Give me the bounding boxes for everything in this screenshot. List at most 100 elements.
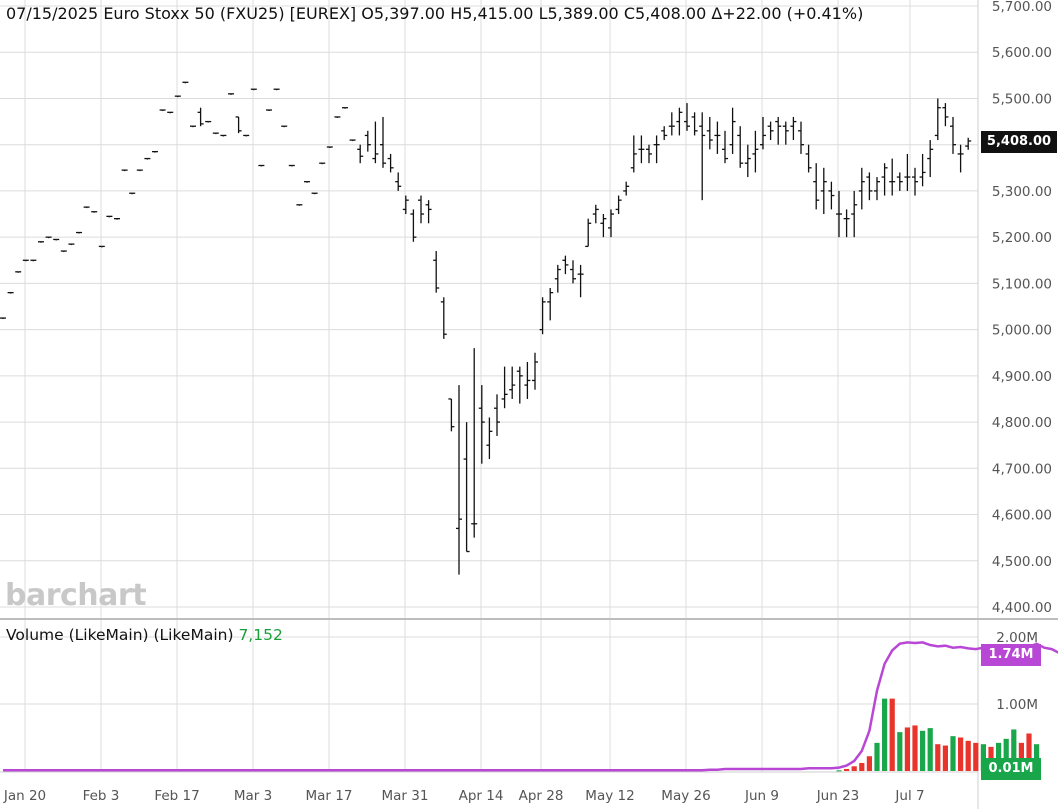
ohlc-bar [600,214,607,238]
ohlc-bar [136,169,143,172]
volume-bar [844,768,850,771]
time-axis-label: May 26 [661,788,710,804]
price-axis-label: 4,500.00 [992,554,1052,570]
ohlc-bar [965,137,972,150]
ohlc-bar [212,132,219,135]
ohlc-bar [121,169,128,172]
volume-bar [866,756,872,771]
volume-bar [874,742,880,771]
ohlc-bar [235,116,242,134]
ohlc-bar [577,264,584,298]
volume-bar [912,725,918,771]
ohlc-bar [425,200,432,224]
ohlc-bar [250,88,257,91]
price-axis-label: 5,300.00 [992,184,1052,200]
price-axis-label: 4,800.00 [992,415,1052,431]
ohlc-bar [942,103,949,127]
ohlc-bar [798,121,804,154]
volume-bar [927,728,933,771]
time-axis-label: Mar 3 [234,788,272,804]
ohlc-bar [767,121,774,141]
volume-bar [958,737,964,771]
ohlc-bar [349,139,356,142]
ohlc-bar [304,181,310,183]
ohlc-bar [68,243,75,246]
ohlc-bar [615,195,622,215]
volume-bar [1011,729,1017,771]
ohlc-bar [174,95,181,98]
ohlc-bar [288,164,295,167]
ohlc-bar [53,238,60,241]
ohlc-bar [562,255,569,275]
price-axis-label: 4,400.00 [992,600,1052,616]
volume-bar [904,727,910,771]
ohlc-bar [159,109,166,112]
ohlc-bar [820,167,827,215]
volume-bar [1026,733,1032,771]
ohlc-bar [182,81,189,84]
ohlc-bar [205,120,212,123]
ohlc-bar [775,116,782,145]
ohlc-bar [623,181,630,196]
ohlc-bar [190,125,196,128]
ohlc-bar [433,251,440,293]
ohlc-bar [957,144,964,173]
time-axis-label: May 12 [585,788,634,804]
ohlc-bar [494,394,500,436]
time-axis-label: Jun 9 [744,788,779,804]
volume-bar [973,742,979,771]
volume-bar [836,770,842,772]
time-axis-label: Jan 20 [3,788,46,804]
ohlc-bar [866,172,873,201]
ohlc-bar [380,116,386,168]
volume-bar [980,744,986,771]
ohlc-bar [828,181,835,210]
volume-bar [935,744,941,771]
ohlc-bar [220,134,227,137]
ohlc-bar [874,177,880,201]
ohlc-bar [836,190,842,238]
ohlc-bar [144,157,151,160]
price-axis-label: 4,600.00 [992,508,1052,524]
ohlc-bar [395,172,402,191]
price-axis-label: 5,500.00 [992,91,1052,107]
ohlc-bar [782,121,789,145]
volume-bar [950,736,956,771]
ohlc-bar [440,297,447,339]
ohlc-bar [881,163,888,196]
ohlc-bar [638,135,645,164]
ohlc-bar [98,245,105,248]
ohlc-bar [273,88,280,91]
volume-avg-tag: 1.74M [981,644,1041,666]
ohlc-bar [691,112,698,136]
ohlc-bar [805,144,812,173]
price-axis-label: 5,700.00 [992,0,1052,15]
ohlc-bar [950,116,956,154]
ohlc-bar [684,103,690,131]
price-axis-label: 5,200.00 [992,230,1052,246]
ohlc-bar [357,144,364,164]
ohlc-bar [547,288,554,321]
ohlc-bar [342,107,348,109]
ohlc-bar [83,206,90,209]
ohlc-bar [646,144,652,164]
volume-bar [920,730,926,771]
volume-bar [889,698,895,771]
price-axis-label: 5,000.00 [992,323,1052,339]
volume-bar [882,698,888,771]
ohlc-bar [699,112,706,201]
ohlc-bar [30,259,37,262]
ohlc-bar [22,259,29,262]
volume-bar [897,732,903,771]
ohlc-bar [38,241,44,243]
ohlc-bar [706,116,713,150]
ohlc-bar [570,260,576,284]
volume-header: Volume (LikeMain) (LikeMain) 7,152 [6,626,283,644]
ohlc-bar [478,385,485,464]
ohlc-bar [554,264,561,293]
ohlc-bar [516,366,523,404]
volume-value: 7,152 [238,626,283,644]
ohlc-bar [243,134,250,137]
header-date: 07/15/2025 [6,4,99,23]
